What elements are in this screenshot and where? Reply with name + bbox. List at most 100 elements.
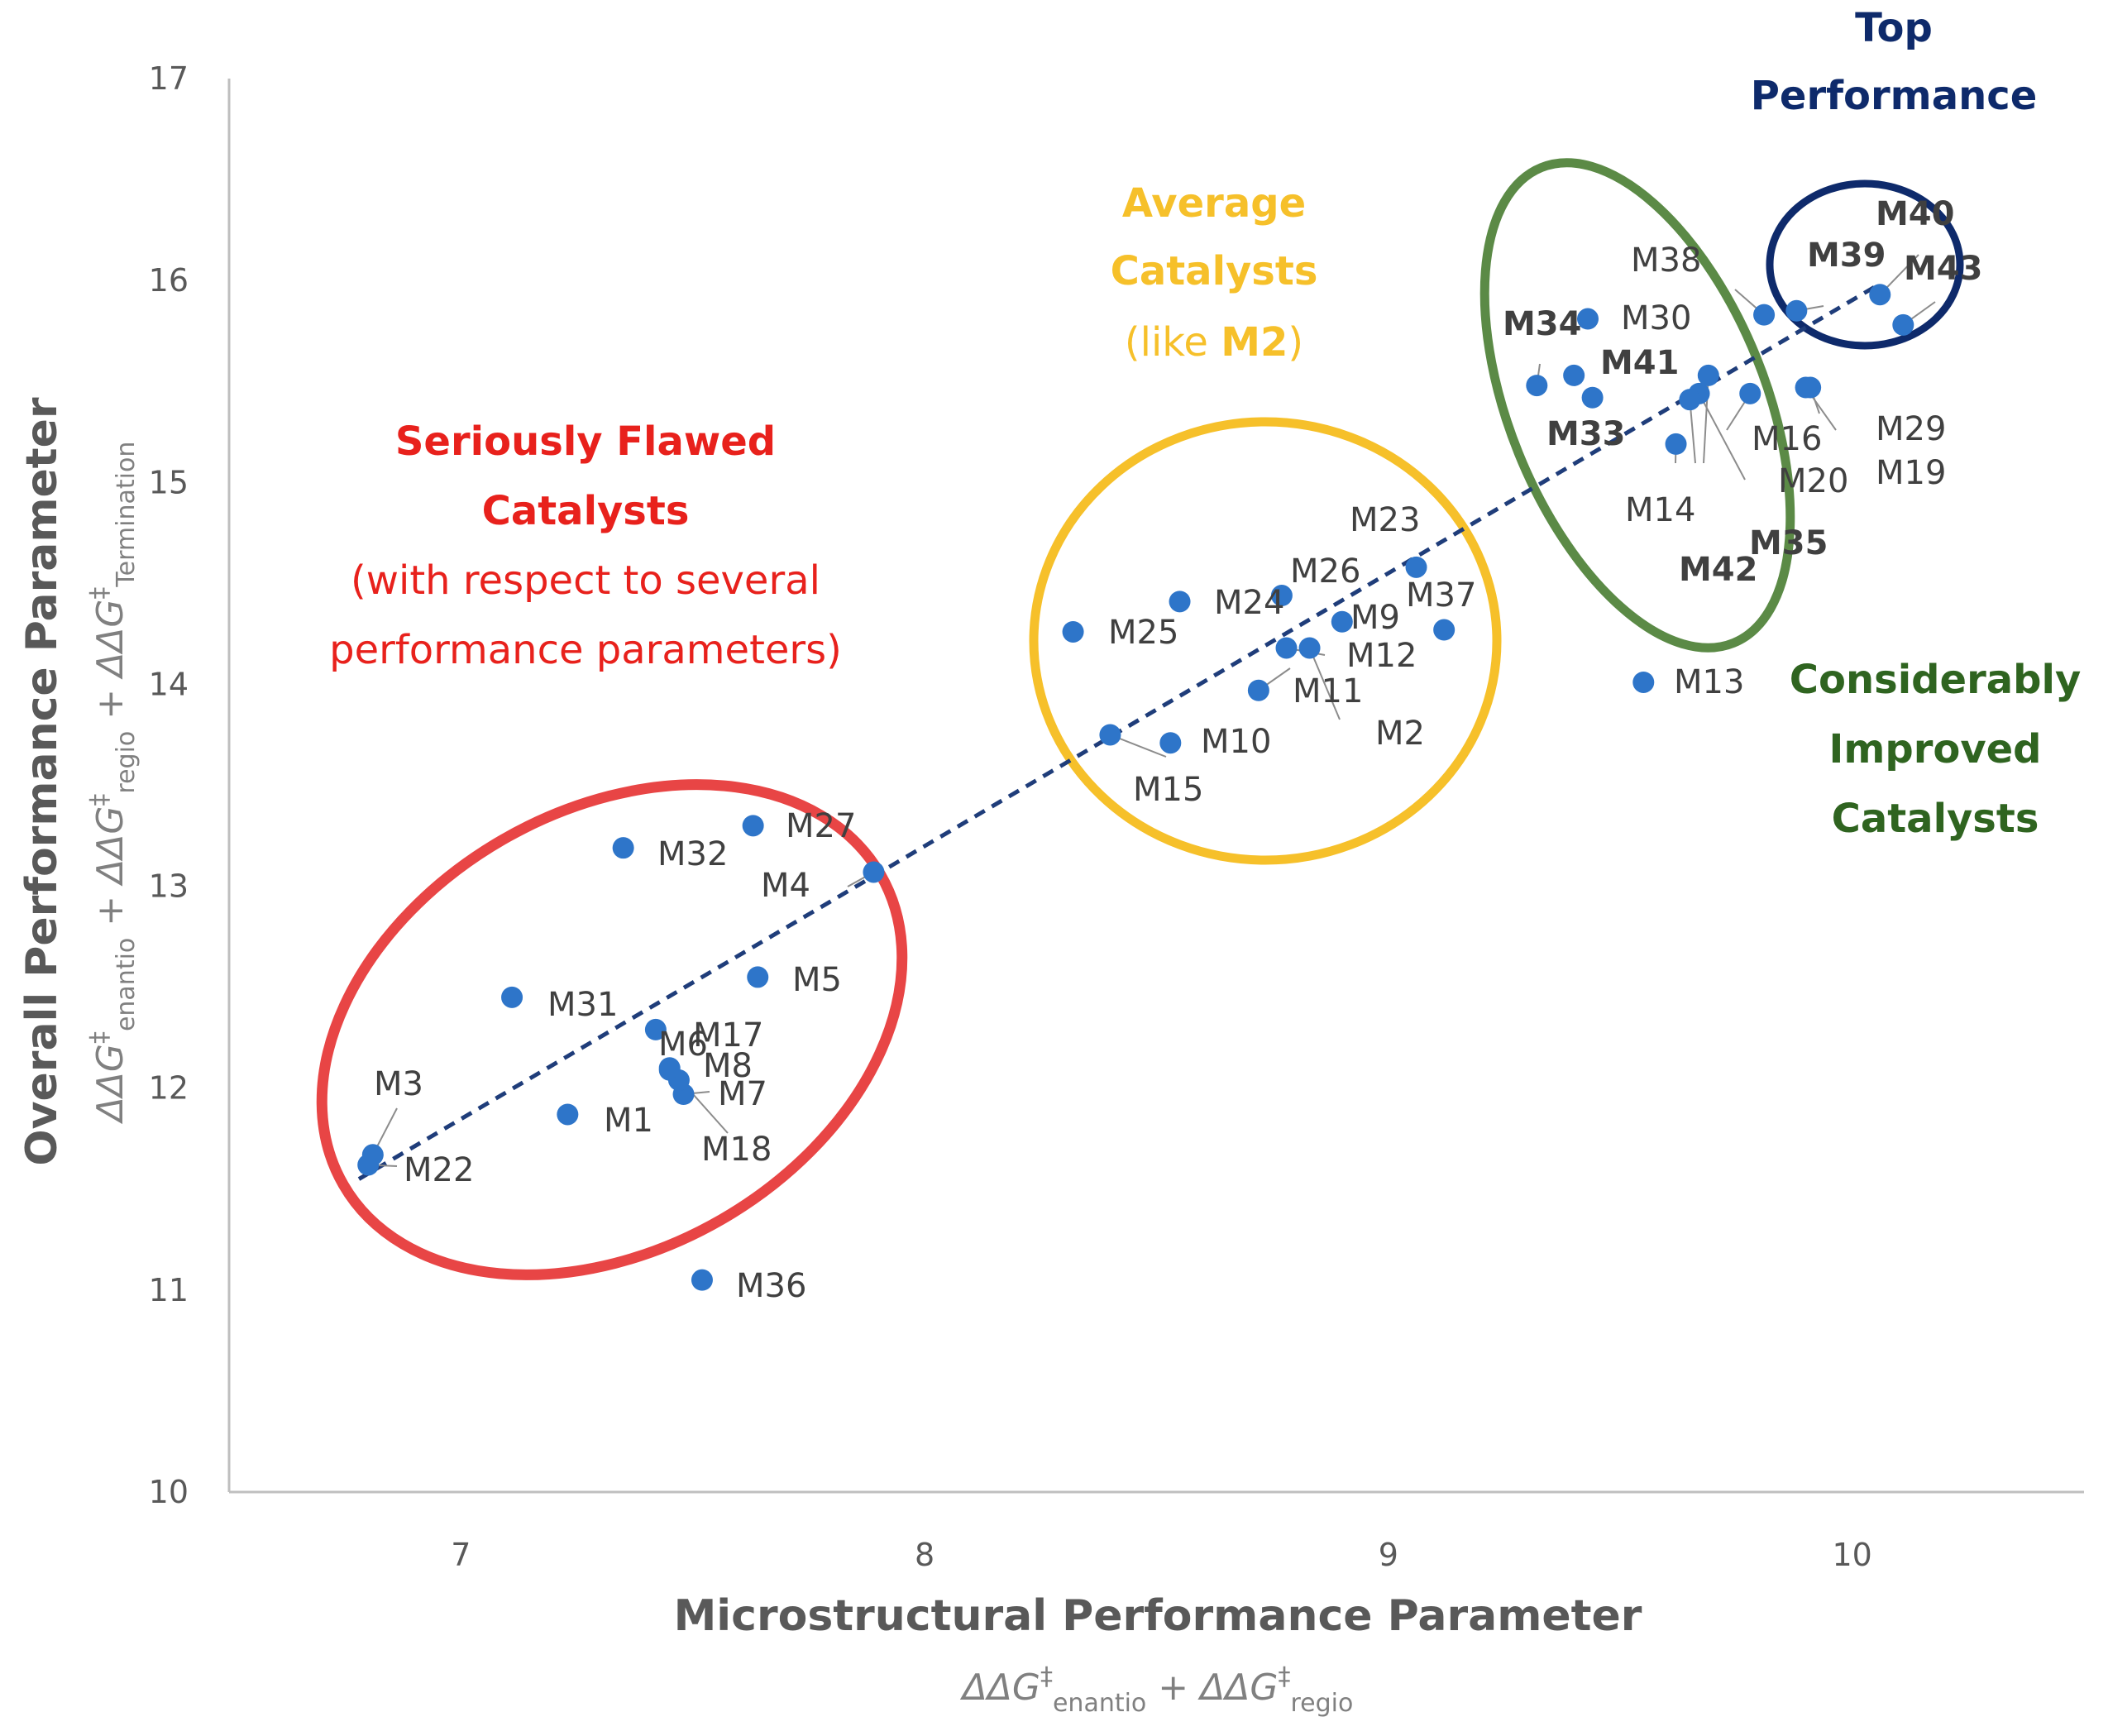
point-label-m14: M14: [1625, 491, 1695, 529]
point-m15: [1099, 724, 1121, 746]
point-m41: [1563, 364, 1585, 386]
point-label-m34: M34: [1503, 305, 1581, 343]
point-label-m36: M36: [736, 1267, 806, 1305]
x-axis-formula: ΔΔG‡enantio + ΔΔG‡regio: [960, 1662, 1354, 1718]
point-label-m39: M39: [1807, 237, 1886, 275]
group-annotations: Top Performance Average Catalysts Seriously …: [329, 5, 2081, 842]
point-label-m15: M15: [1133, 771, 1203, 809]
point-m26: [1270, 585, 1293, 607]
point-m29: [1795, 376, 1817, 399]
seriously-flawed-label-line: performance parameters): [329, 627, 842, 673]
seriously-flawed-label-line: Seriously Flawed: [395, 418, 776, 465]
point-m35: [1679, 389, 1701, 411]
point-m18: [658, 1057, 681, 1079]
point-m34: [1526, 375, 1548, 397]
point-label-m6: M6: [658, 1026, 708, 1064]
point-m40: [1869, 284, 1891, 306]
point-m4: [863, 861, 885, 883]
y-tick-label: 16: [149, 262, 189, 299]
y-tick-label: 17: [149, 60, 189, 97]
point-label-m10: M10: [1201, 723, 1271, 761]
point-m2: [1298, 637, 1321, 659]
point-m16: [1739, 382, 1761, 404]
y-tick-label: 12: [149, 1070, 189, 1107]
point-label-m11: M11: [1293, 672, 1363, 710]
point-m33: [1581, 386, 1604, 409]
point-label-m19: M19: [1876, 454, 1946, 492]
point-m32: [612, 837, 634, 859]
x-axis-title: Microstructural Performance Parameter: [674, 1591, 1642, 1641]
top-performance-label-line: Top: [1855, 5, 1933, 51]
point-m31: [501, 986, 523, 1008]
y-tick-label: 15: [149, 464, 189, 500]
point-label-m12: M12: [1346, 637, 1417, 675]
point-label-m37: M37: [1406, 576, 1476, 615]
point-label-m1: M1: [604, 1102, 653, 1140]
region-seriously-flawed-catalysts: [316, 779, 908, 1280]
considerably-improved-label-line: Improved: [1828, 726, 2041, 772]
point-label-m16: M16: [1752, 420, 1822, 458]
point-m38: [1753, 304, 1776, 326]
seriously-flawed-label-line: Catalysts: [482, 488, 690, 534]
point-label-m29: M29: [1876, 410, 1946, 448]
point-label-m2: M2: [1375, 715, 1425, 753]
y-tick-labels: 10 11 12 13 14 15 16 17: [149, 60, 189, 1510]
point-label-m13: M13: [1674, 663, 1744, 701]
point-m9: [1331, 610, 1353, 633]
point-label-m30: M30: [1621, 299, 1691, 337]
y-axis-title: Overall Performance Parameter: [17, 397, 67, 1165]
point-label-m23: M23: [1350, 501, 1420, 539]
considerably-improved-label-line: Considerably: [1790, 657, 2081, 703]
seriously-flawed-label-line: (with respect to several: [351, 557, 820, 604]
point-label-m38: M38: [1631, 242, 1701, 280]
point-label-m20: M20: [1778, 462, 1848, 500]
point-label-m8: M8: [703, 1047, 753, 1085]
point-label-m33: M33: [1546, 415, 1625, 453]
y-tick-label: 10: [149, 1474, 189, 1510]
region-top-performance: [1766, 179, 1964, 350]
point-label-m9: M9: [1350, 599, 1400, 637]
point-label-m4: M4: [761, 867, 810, 905]
x-tick-label: 9: [1379, 1537, 1398, 1573]
point-m36: [691, 1269, 713, 1291]
top-performance-label-line: Performance: [1751, 73, 2038, 119]
average-catalysts-like-m2: (like M2): [1125, 319, 1303, 366]
point-label-m27: M27: [786, 807, 856, 845]
x-tick-labels: 7 8 9 10: [451, 1537, 1872, 1573]
x-tick-label: 8: [915, 1537, 934, 1573]
point-m27: [742, 815, 764, 837]
point-label-m40: M40: [1876, 195, 1954, 233]
point-label-m42: M42: [1679, 551, 1757, 589]
point-label-m18: M18: [701, 1131, 772, 1169]
point-m17: [644, 1018, 667, 1040]
considerably-improved-label-line: Catalysts: [1832, 796, 2039, 842]
point-m14: [1665, 433, 1687, 455]
region-average-catalysts: [1029, 417, 1502, 865]
point-m23: [1405, 556, 1427, 578]
point-label-m7: M7: [718, 1075, 767, 1113]
point-label-m35: M35: [1749, 524, 1828, 562]
point-label-m22: M22: [404, 1151, 474, 1189]
point-m42: [1697, 364, 1719, 386]
point-label-m24: M24: [1214, 584, 1284, 622]
y-axis-formula: ΔΔG‡enantio + ΔΔG‡regio + ΔΔG‡Terminatio…: [85, 442, 141, 1125]
axes: [227, 79, 2084, 1494]
point-m1: [557, 1103, 579, 1126]
point-label-m17: M17: [693, 1016, 763, 1055]
point-label-m41: M41: [1600, 344, 1679, 382]
point-m25: [1062, 620, 1084, 643]
point-m39: [1785, 299, 1808, 322]
region-considerably-improved-catalysts: [1479, 158, 1795, 653]
point-label-m26: M26: [1290, 552, 1360, 591]
point-m10: [1159, 732, 1182, 754]
point-m43: [1892, 313, 1914, 336]
point-label-m43: M43: [1904, 250, 1982, 288]
average-catalysts-label-line: Average: [1122, 180, 1306, 227]
x-tick-label: 7: [451, 1537, 471, 1573]
y-tick-label: 11: [149, 1272, 189, 1308]
point-m24: [1169, 591, 1191, 613]
point-label-m25: M25: [1108, 614, 1178, 652]
point-label-m3: M3: [374, 1065, 423, 1103]
